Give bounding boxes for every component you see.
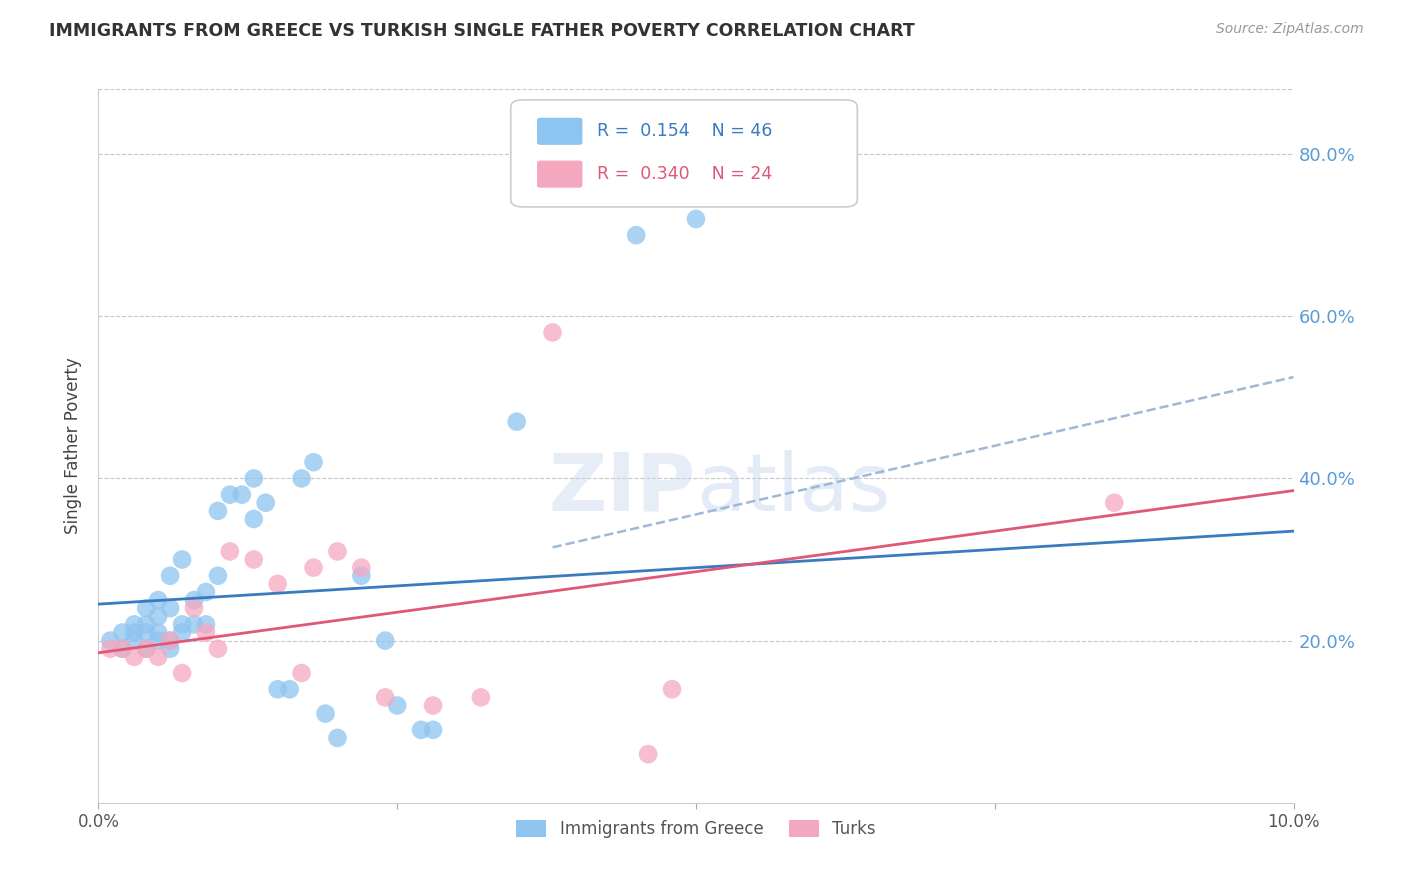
Point	[172, 552, 194, 566]
Point	[302, 560, 325, 574]
Point	[135, 641, 157, 656]
Point	[374, 633, 396, 648]
Point	[183, 617, 205, 632]
Point	[350, 568, 373, 582]
Point	[183, 601, 205, 615]
Point	[207, 568, 229, 582]
Point	[195, 585, 218, 599]
Point	[111, 641, 134, 656]
Point	[159, 633, 181, 648]
Point	[385, 698, 409, 713]
Point	[626, 228, 648, 243]
Point	[291, 666, 314, 681]
Point	[172, 625, 194, 640]
Point	[374, 690, 396, 705]
Point	[195, 617, 218, 632]
Point	[278, 682, 301, 697]
Point	[267, 682, 290, 697]
Point	[148, 593, 170, 607]
Point	[243, 552, 266, 566]
Point	[124, 617, 146, 632]
Point	[111, 641, 134, 656]
Point	[98, 633, 122, 648]
Point	[135, 625, 157, 640]
Point	[172, 617, 194, 632]
Text: R =  0.340    N = 24: R = 0.340 N = 24	[596, 165, 772, 183]
Point	[159, 601, 181, 615]
Point	[135, 617, 157, 632]
FancyBboxPatch shape	[537, 118, 582, 145]
Point	[243, 471, 266, 485]
Point	[159, 568, 181, 582]
Point	[506, 415, 529, 429]
Point	[148, 625, 170, 640]
Point	[148, 633, 170, 648]
Point	[124, 649, 146, 664]
Point	[326, 544, 349, 558]
Point	[135, 601, 157, 615]
Point	[326, 731, 349, 745]
Point	[661, 682, 683, 697]
Text: R =  0.154    N = 46: R = 0.154 N = 46	[596, 122, 772, 140]
Point	[195, 625, 218, 640]
Point	[135, 641, 157, 656]
FancyBboxPatch shape	[537, 161, 582, 187]
Point	[159, 633, 181, 648]
Y-axis label: Single Father Poverty: Single Father Poverty	[65, 358, 83, 534]
Point	[219, 488, 242, 502]
Point	[411, 723, 433, 737]
Point	[172, 666, 194, 681]
Point	[1104, 496, 1126, 510]
Text: Source: ZipAtlas.com: Source: ZipAtlas.com	[1216, 22, 1364, 37]
Point	[98, 641, 122, 656]
Point	[422, 723, 444, 737]
Point	[124, 633, 146, 648]
Point	[207, 504, 229, 518]
Point	[470, 690, 492, 705]
Point	[124, 625, 146, 640]
Point	[422, 698, 444, 713]
Point	[541, 326, 564, 340]
Point	[315, 706, 337, 721]
Point	[148, 649, 170, 664]
Point	[207, 641, 229, 656]
Point	[291, 471, 314, 485]
Point	[685, 211, 707, 226]
Text: IMMIGRANTS FROM GREECE VS TURKISH SINGLE FATHER POVERTY CORRELATION CHART: IMMIGRANTS FROM GREECE VS TURKISH SINGLE…	[49, 22, 915, 40]
Legend: Immigrants from Greece, Turks: Immigrants from Greece, Turks	[510, 813, 882, 845]
Point	[111, 625, 134, 640]
Point	[637, 747, 659, 761]
Text: ZIP: ZIP	[548, 450, 696, 528]
Point	[148, 609, 170, 624]
Point	[219, 544, 242, 558]
Point	[350, 560, 373, 574]
FancyBboxPatch shape	[510, 100, 858, 207]
Point	[231, 488, 253, 502]
Point	[302, 455, 325, 469]
Point	[267, 577, 290, 591]
Text: atlas: atlas	[696, 450, 890, 528]
Point	[254, 496, 277, 510]
Point	[159, 641, 181, 656]
Point	[243, 512, 266, 526]
Point	[183, 593, 205, 607]
